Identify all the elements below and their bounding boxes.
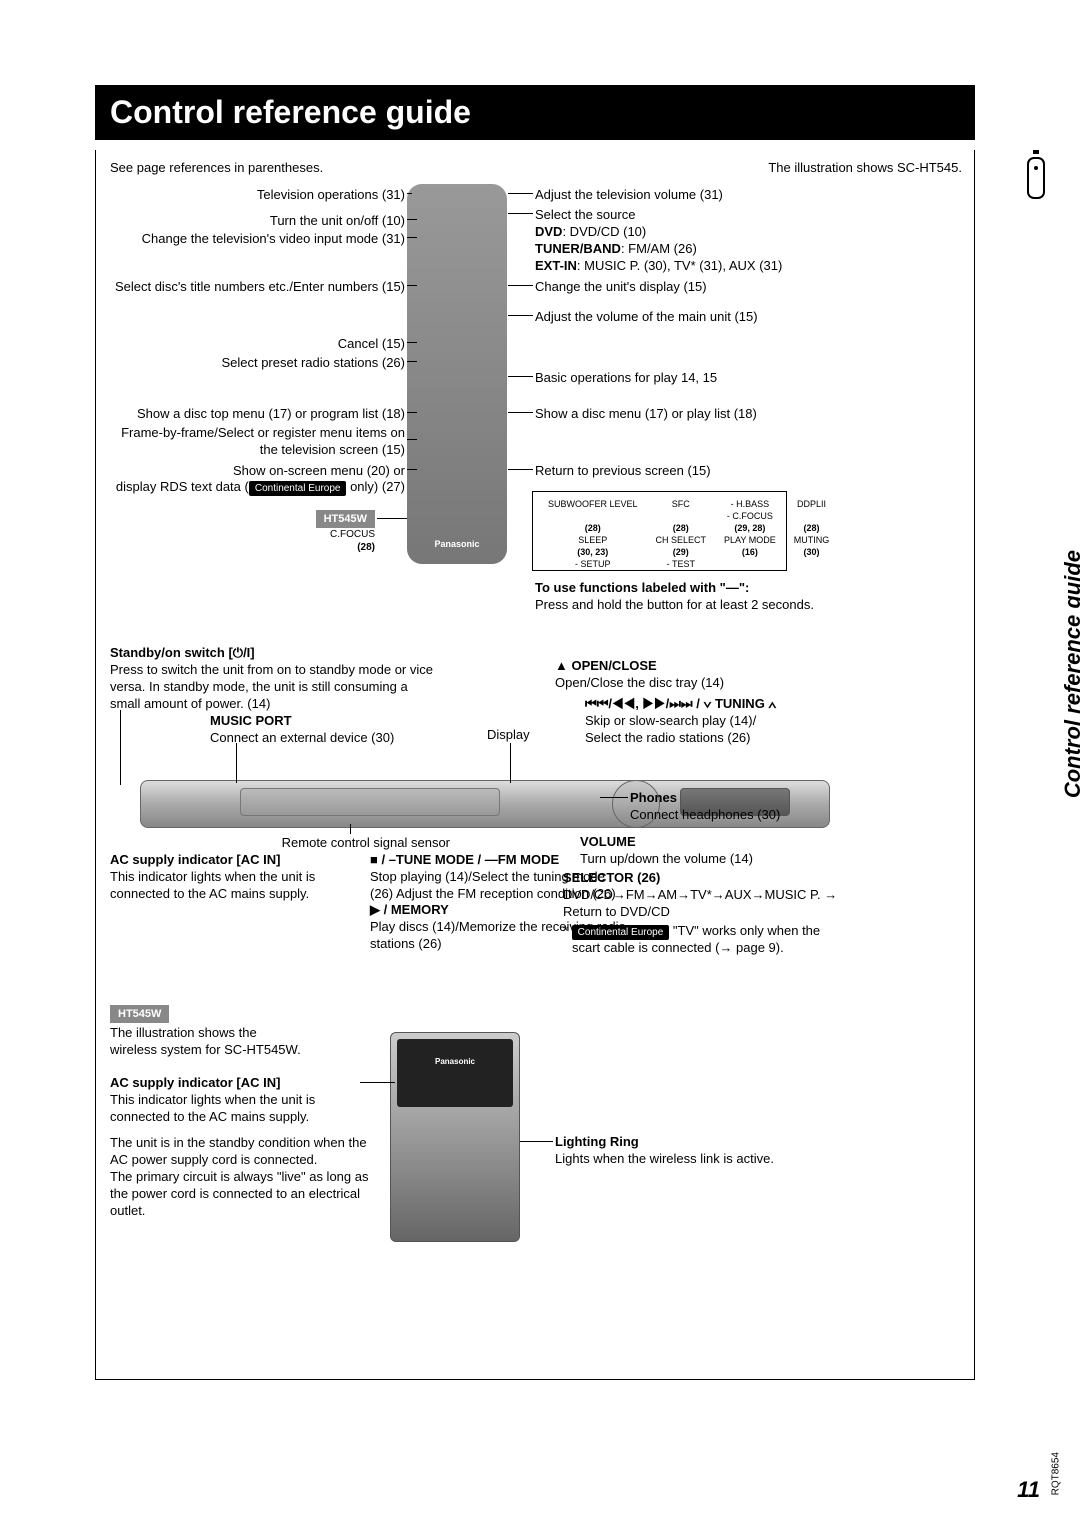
label-cancel: Cancel (15) <box>105 336 405 353</box>
label-display: Change the unit's display (15) <box>535 279 707 296</box>
wireless-unit-illustration: Panasonic <box>390 1032 520 1242</box>
label-ac-dvd: AC supply indicator [AC IN] This indicat… <box>110 852 360 903</box>
label-source: Select the source DVD: DVD/CD (10) TUNER… <box>535 207 782 275</box>
continental-europe-pill: Continental Europe <box>249 481 347 496</box>
label-rcs: Remote control signal sensor <box>170 835 450 852</box>
page-header: Control reference guide <box>95 85 975 140</box>
label-cfocus: C.FOCUS(28) <box>285 528 375 554</box>
label-standby: Standby/on switch [⏻/I] Press to switch … <box>110 645 440 713</box>
label-music-port: MUSIC PORT Connect an external device (3… <box>210 713 460 747</box>
label-tuning: ⏮⏮/◀◀, ▶▶/⏭⏭ / ∨ TUNING ∧ Skip or slow-s… <box>585 696 865 747</box>
wireless-standby: The unit is in the standby condition whe… <box>110 1135 370 1219</box>
function-label-table: SUBWOOFER LEVELSFC- H.BASSDDPLII - C.FOC… <box>538 497 839 571</box>
doc-code: RQT8654 <box>1050 1452 1061 1495</box>
wireless-ac: AC supply indicator [AC IN] This indicat… <box>110 1075 370 1126</box>
label-open-close: ▲ OPEN/CLOSE Open/Close the disc tray (1… <box>555 658 724 692</box>
side-tab-label: Control reference guide <box>1060 550 1080 798</box>
label-osd1: Show on-screen menu (20) or <box>105 463 405 480</box>
intro-right: The illustration shows SC-HT545. <box>768 160 962 177</box>
wireless-intro: The illustration shows the wireless syst… <box>110 1025 380 1059</box>
remote-section-icon <box>1022 150 1050 207</box>
label-topmenu: Show a disc top menu (17) or program lis… <box>105 406 405 423</box>
label-hold: To use functions labeled with "—": Press… <box>535 580 814 614</box>
label-video-mode: Change the television's video input mode… <box>105 231 405 248</box>
label-mainvol: Adjust the volume of the main unit (15) <box>535 309 758 326</box>
remote-control-illustration: Panasonic <box>407 184 507 564</box>
wireless-badge: HT545W <box>110 1005 169 1023</box>
label-volume: VOLUME Turn up/down the volume (14) <box>580 834 753 868</box>
label-menu: Show a disc menu (17) or play list (18) <box>535 406 757 423</box>
label-phones: Phones Connect headphones (30) <box>630 790 780 824</box>
label-ht545w-remote: HT545W <box>300 510 375 528</box>
label-return: Return to previous screen (15) <box>535 463 711 480</box>
page-number: 11 <box>1017 1477 1040 1503</box>
remote-brand-label: Panasonic <box>434 539 479 549</box>
label-power: Turn the unit on/off (10) <box>105 213 405 230</box>
label-footnote: * Continental Europe "TV" works only whe… <box>563 923 893 957</box>
label-display-panel: Display <box>487 727 530 744</box>
label-frame: Frame-by-frame/Select or register menu i… <box>105 425 405 459</box>
intro-left: See page references in parentheses. <box>110 160 323 177</box>
label-osd2: display RDS text data (Continental Europ… <box>105 479 405 496</box>
wireless-ring: Lighting Ring Lights when the wireless l… <box>555 1134 774 1168</box>
label-basic: Basic operations for play 14, 15 <box>535 370 717 387</box>
label-title-num: Select disc's title numbers etc./Enter n… <box>105 279 405 296</box>
label-tv-ops: Television operations (31) <box>105 187 405 204</box>
label-preset: Select preset radio stations (26) <box>105 355 405 372</box>
label-selector: SELECTOR (26) DVD/CD→FM→AM→TV*→AUX→MUSIC… <box>563 870 883 921</box>
label-tv-vol: Adjust the television volume (31) <box>535 187 723 204</box>
